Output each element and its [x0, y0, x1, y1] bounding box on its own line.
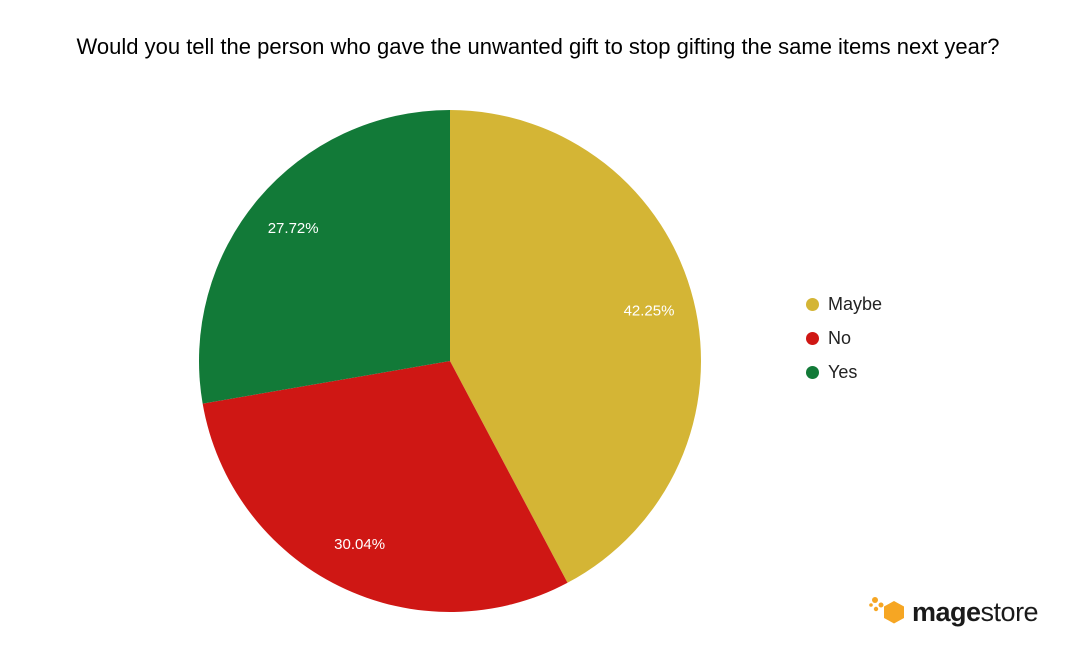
legend-label-no: No: [828, 327, 852, 348]
legend-item-maybe[interactable]: Maybe: [806, 287, 882, 321]
legend-item-yes[interactable]: Yes: [806, 355, 882, 389]
chart-title: Would you tell the person who gave the u…: [76, 34, 1000, 59]
legend-label-yes: Yes: [828, 361, 858, 382]
legend-dot-maybe: [806, 297, 819, 311]
slice-label-yes: 27.72%: [268, 220, 319, 237]
legend: Maybe No Yes: [806, 287, 882, 389]
legend-dot-no: [806, 331, 819, 345]
magestore-logo: magestore: [868, 594, 1039, 630]
logo-text-mage: mage: [912, 596, 981, 627]
hexagon-logo-icon: [869, 597, 904, 624]
logo-text-store: store: [980, 596, 1039, 627]
legend-dot-yes: [806, 365, 819, 379]
slice-label-no: 30.04%: [334, 536, 385, 553]
slice-label-maybe: 42.25%: [624, 303, 675, 320]
pie-slice-no[interactable]: [202, 361, 568, 612]
legend-label-maybe: Maybe: [828, 293, 883, 314]
pie-slice-yes[interactable]: [199, 110, 450, 404]
legend-item-no[interactable]: No: [806, 321, 882, 355]
pie-slice-maybe[interactable]: [450, 110, 702, 583]
